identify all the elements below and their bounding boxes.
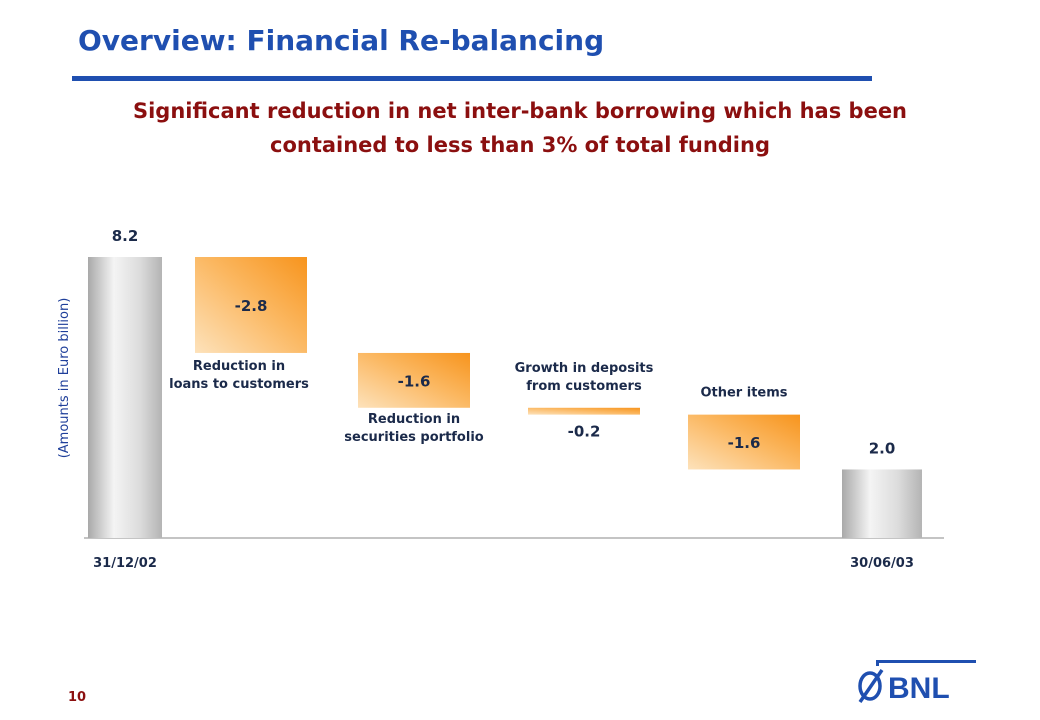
subtitle-line-2: contained to less than 3% of total fundi… <box>270 133 770 157</box>
bar-description-label: securities portfolio <box>344 430 483 445</box>
bar-description-label: loans to customers <box>169 377 309 392</box>
logo-bar-top <box>876 660 976 663</box>
subtitle-line-1: Significant reduction in net inter-bank … <box>132 99 908 123</box>
bar-description-label: from customers <box>526 379 642 394</box>
change-bar <box>528 407 640 415</box>
page-number: 10 <box>68 690 87 705</box>
x-tick-label: 31/12/02 <box>93 556 157 571</box>
logo-emblem-slash <box>858 669 884 703</box>
bar-value-label: -1.6 <box>398 372 431 390</box>
bar-description-label: Other items <box>700 386 787 401</box>
y-axis-label: (Amounts in Euro billion) <box>57 298 72 459</box>
change-bar <box>358 352 470 408</box>
bar-value-label: 8.2 <box>112 227 139 245</box>
bar-description-label: Reduction in <box>368 412 460 427</box>
title-underline <box>72 76 872 81</box>
bar-value-label: 2.0 <box>869 439 896 457</box>
logo-wordmark: BNL <box>888 672 950 705</box>
bnl-logo: BNL <box>852 660 976 708</box>
bar-description-label: Growth in deposits <box>515 361 654 376</box>
bar-value-label: -1.6 <box>728 434 761 452</box>
total-bar <box>88 257 162 538</box>
bar-value-label: -2.8 <box>235 297 268 315</box>
page-subtitle: Significant reduction in net inter-bank … <box>0 94 1040 162</box>
change-bar <box>688 414 800 470</box>
logo-emblem-icon <box>858 671 882 701</box>
change-bar <box>195 257 307 353</box>
bar-value-label: -0.2 <box>568 423 601 441</box>
total-bar <box>842 469 922 538</box>
bar-description-label: Reduction in <box>193 359 285 374</box>
chart-plot-area: (Amounts in Euro billion) 8.2 31/12/02 -2.8… <box>57 227 944 571</box>
page-title: Overview: Financial Re-balancing <box>78 24 605 57</box>
x-tick-label: 30/06/03 <box>850 556 914 571</box>
